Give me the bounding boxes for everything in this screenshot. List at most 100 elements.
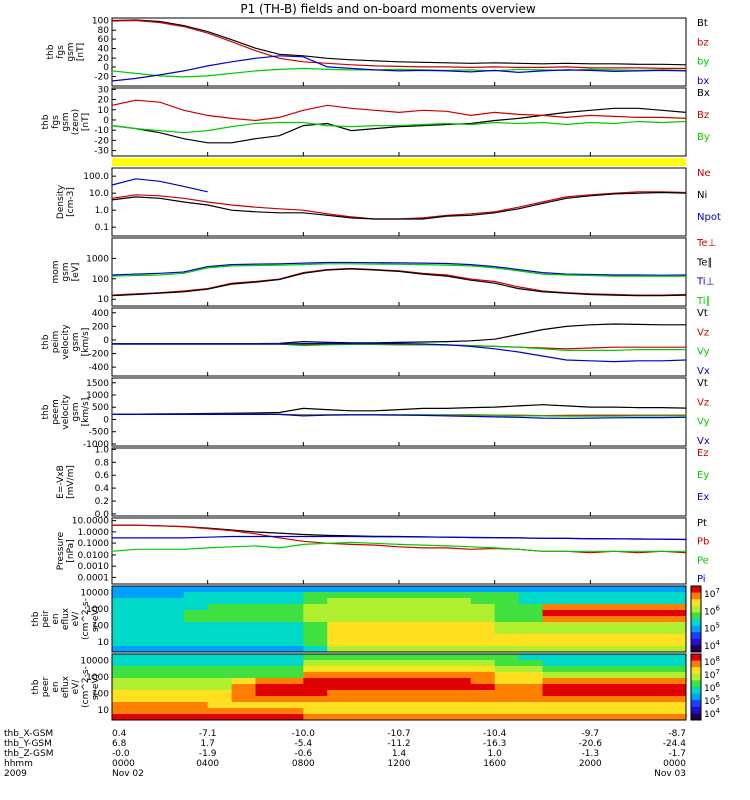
heatmap-cell [662,660,687,667]
legend-label: Ti⊥ [696,277,714,288]
heatmap-cell [422,690,448,697]
footer-value: 0000 [112,759,135,769]
heatmap-cell [590,696,615,703]
heatmap-cell [159,690,185,697]
heatmap-cell [351,666,376,673]
heatmap-cell [662,634,687,641]
panel-frame [111,167,687,237]
heatmap-cell [542,592,567,599]
heatmap-cell [279,598,304,605]
y-tick-label: -1000 [83,440,109,450]
heatmap-cell [135,586,161,593]
heatmap-cell [590,610,615,617]
heatmap-cell [327,660,352,667]
heatmap-cell [279,628,304,635]
heatmap-cell [518,640,543,647]
legend-label: Vz [697,397,709,408]
heatmap-cell [638,714,663,721]
heatmap-cell [135,604,161,611]
y-tick-label: 0.6 [95,471,110,481]
heatmap-cell [638,622,663,629]
heatmap-cell [207,666,233,673]
heatmap-cell [590,586,615,593]
heatmap-cell [303,646,328,653]
footer-value: -16.3 [483,739,506,749]
heatmap-cell [542,586,567,593]
heatmap-cell [566,678,591,685]
heatmap-frame [111,653,687,721]
heatmap-cell [542,696,567,703]
heatmap-cell [614,628,639,635]
y-axis-label: sr-eV) [91,606,101,632]
heatmap-cell [375,610,400,617]
heatmap-cell [399,672,424,679]
heatmap-cell [351,702,376,709]
colorbar-segment [691,700,701,708]
y-axis-label: fgs [56,45,66,59]
heatmap-cell [446,586,472,593]
heatmap-cell [494,592,520,599]
heatmap-cell [662,628,687,635]
heatmap-cell [422,610,448,617]
heatmap-cell [590,646,615,653]
heatmap-cell [112,610,137,617]
y-tick-label: 200 [92,322,109,332]
colorbar-segment [691,612,701,620]
heatmap-cell [159,586,185,593]
heatmap-cell [399,598,424,605]
heatmap-cell [207,628,233,635]
heatmap-cell [446,622,472,629]
series-line-Vt [111,404,687,415]
heatmap-cell [112,654,137,661]
heatmap-cell [422,660,448,667]
heatmap-cell [207,672,233,679]
heatmap-cell [399,640,424,647]
heatmap-cell [375,660,400,667]
heatmap-cell [135,708,161,715]
heatmap-cell [231,628,256,635]
heatmap-cell [351,616,376,623]
heatmap-cell [303,666,328,673]
heatmap-cell [422,714,448,721]
y-axis-label: thb [46,44,56,59]
heatmap-cell [566,684,591,691]
heatmap-cell [231,654,256,661]
colorbar-segment [691,605,701,613]
heatmap-cell [470,634,496,641]
heatmap-cell [399,616,424,623]
heatmap-cell [255,646,280,653]
heatmap-cell [183,604,209,611]
heatmap-cell [638,708,663,715]
heatmap-cell [207,660,233,667]
heatmap-cell [303,586,328,593]
y-tick-label: 0.0010 [78,562,110,572]
y-axis-label: velocity [61,394,71,430]
heatmap-cell [662,672,687,679]
heatmap-cell [638,592,663,599]
y-tick-label: 400 [92,309,109,319]
heatmap-cell [351,660,376,667]
heatmap-cell [375,604,400,611]
series-line-Npot [111,178,208,193]
y-axis-label: [nT] [81,113,91,131]
heatmap-cell [327,592,352,599]
y-tick-label: 0.1000 [78,539,110,549]
heatmap-cell [614,678,639,685]
heatmap-cell [279,684,304,691]
heatmap-cell [662,690,687,697]
heatmap-cell [112,628,137,635]
heatmap-cell [399,610,424,617]
legend-label: Ne [697,168,711,179]
heatmap-cell [638,628,663,635]
heatmap-cell [303,592,328,599]
heatmap-cell [159,592,185,599]
heatmap-cell [279,660,304,667]
colorbar-tick-label: 105 [704,694,720,707]
y-tick-label: 500 [92,403,109,413]
heatmap-cell [614,616,639,623]
colorbar-segment [691,693,701,701]
legend-label: Vt [697,308,708,319]
y-axis-label: eV/ [71,679,81,695]
heatmap-cell [518,598,543,605]
heatmap-cell [351,678,376,685]
